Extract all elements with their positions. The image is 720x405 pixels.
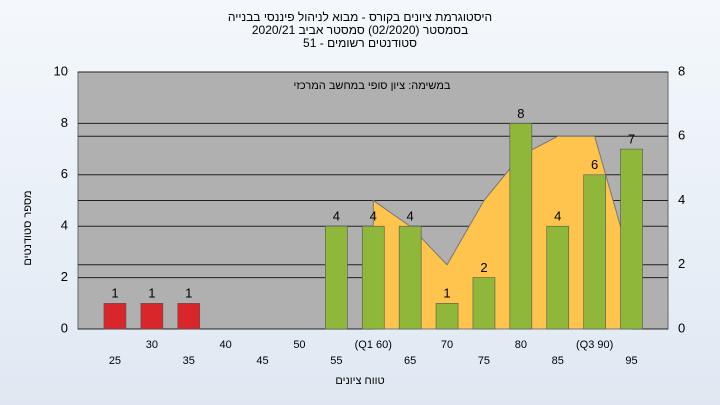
chart-title: היסטוגרמת ציונים בקורס - מבוא לניהול פינ… <box>228 10 492 24</box>
x-tick-label: 30 <box>146 339 158 351</box>
bar <box>472 277 496 330</box>
x-tick-label: 80 <box>515 339 527 351</box>
x-tick-label: 25 <box>109 355 121 367</box>
y2-tick-label: 8 <box>678 63 685 78</box>
bar <box>509 123 533 330</box>
y2-tick-label: 4 <box>678 192 685 207</box>
data-label: 1 <box>443 286 450 301</box>
x-tick-label: 35 <box>183 355 195 367</box>
annotation: במשימה: ציון סופי במחשב המרכזי <box>294 80 451 92</box>
data-label: 2 <box>480 260 487 275</box>
chart-title: בסמסטר (02/2020) סמסטר אביב 2020/21 <box>252 23 468 37</box>
x-tick-label: (Q3 90) <box>576 339 613 351</box>
y-tick-label: 6 <box>61 166 68 181</box>
data-label: 8 <box>517 106 524 121</box>
bar <box>325 225 348 330</box>
x-tick-label: 65 <box>404 355 416 367</box>
bar <box>435 302 459 330</box>
x-tick-label: (Q1 60) <box>355 339 392 351</box>
x-tick-label: 50 <box>293 339 305 351</box>
data-label: 4 <box>554 209 561 224</box>
x-tick-label: 75 <box>478 355 490 367</box>
y-tick-label: 4 <box>61 218 68 233</box>
x-tick-label: 85 <box>552 355 564 367</box>
bar <box>583 174 606 330</box>
bar <box>361 225 385 330</box>
y2-tick-label: 0 <box>678 320 685 335</box>
bar <box>140 302 164 330</box>
y2-tick-label: 6 <box>678 128 685 143</box>
y-tick-label: 2 <box>61 269 68 284</box>
y2-tick-label: 2 <box>678 256 685 271</box>
x-tick-label: 45 <box>256 355 268 367</box>
data-label: 1 <box>111 286 118 301</box>
data-label: 6 <box>591 157 598 172</box>
bar <box>620 148 643 330</box>
bar <box>546 225 570 330</box>
data-label: 1 <box>148 286 155 301</box>
data-label: 4 <box>407 209 414 224</box>
y-tick-label: 8 <box>61 115 68 130</box>
x-tick-label: 70 <box>441 339 453 351</box>
y-tick-label: 10 <box>54 63 68 78</box>
chart-title: סטודנטים רשומים - 51 <box>303 36 417 50</box>
y-axis-label: מספר סטודנטים <box>22 190 34 265</box>
data-label: 4 <box>370 209 377 224</box>
data-label: 1 <box>185 286 192 301</box>
y-tick-label: 0 <box>61 320 68 335</box>
bar <box>177 302 201 330</box>
x-tick-label: 55 <box>330 355 342 367</box>
bar <box>103 302 127 330</box>
data-label: 7 <box>628 132 635 147</box>
x-axis-label: טווח ציונים <box>335 375 384 387</box>
data-label: 4 <box>333 209 340 224</box>
x-tick-label: 40 <box>220 339 232 351</box>
bar <box>398 225 422 330</box>
x-tick-label: 95 <box>625 355 637 367</box>
